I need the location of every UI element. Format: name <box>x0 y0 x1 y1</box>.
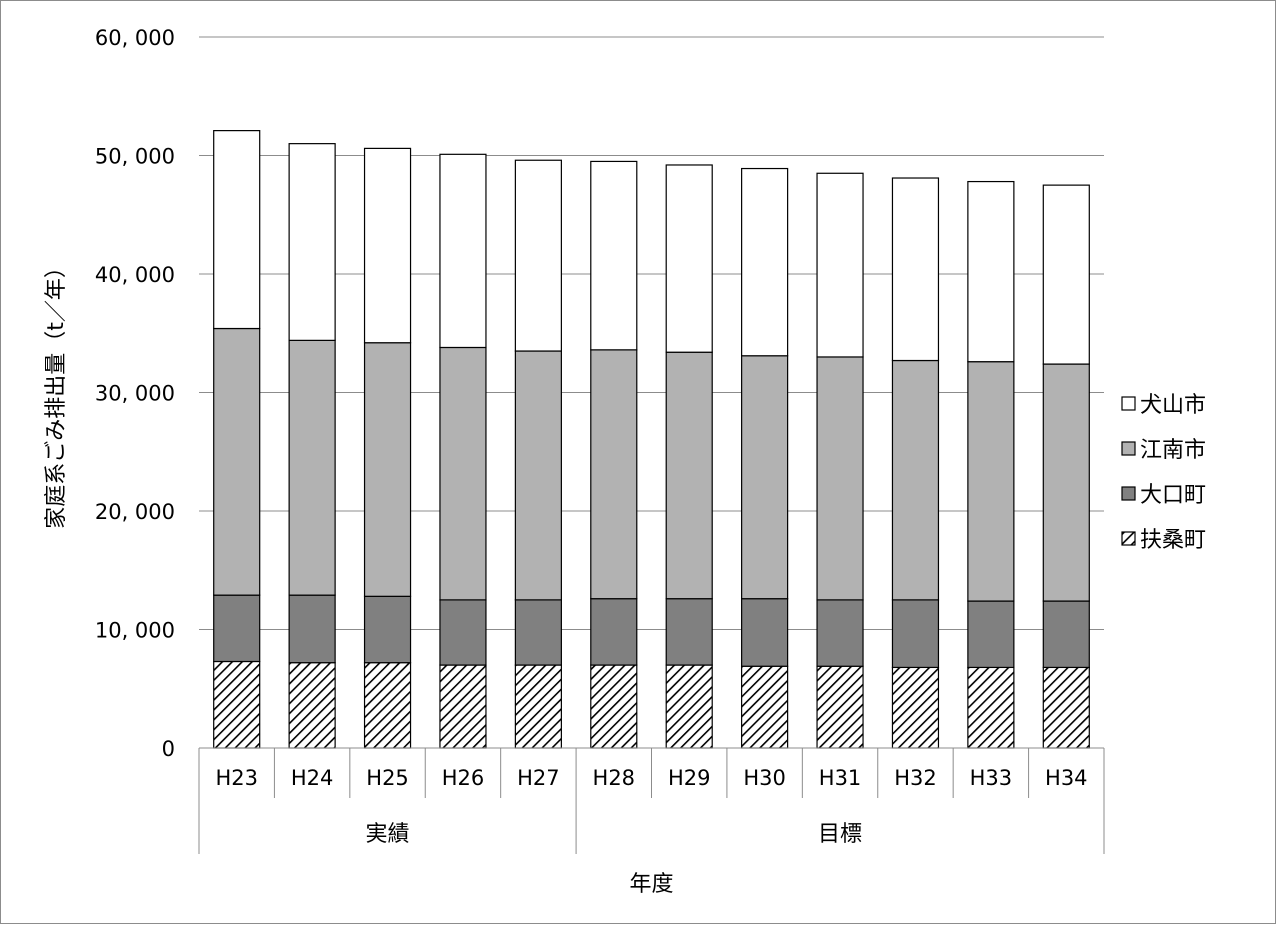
bar-segment-2 <box>439 599 487 666</box>
bar-segment-1 <box>439 664 487 749</box>
bar-segment-2 <box>741 598 789 667</box>
legend-label: 犬山市 <box>1140 393 1206 418</box>
bar-segment-1 <box>363 662 412 749</box>
legend-label: 扶桑町 <box>1140 528 1206 553</box>
legend-label: 江南市 <box>1140 438 1206 463</box>
x-tick-label: H29 <box>668 766 711 790</box>
x-tick-label: H33 <box>970 766 1013 790</box>
bar-segment-4 <box>741 167 789 357</box>
x-tick-label: H26 <box>442 766 485 790</box>
legend-label: 大口町 <box>1140 483 1206 508</box>
bar-segment-4 <box>288 143 336 341</box>
x-tick-label: H30 <box>743 766 786 790</box>
y-tick-label: 50, 000 <box>95 145 175 169</box>
x-tick-label: H28 <box>593 766 636 790</box>
bar-segment-2 <box>665 598 713 666</box>
y-tick-label: 0 <box>162 737 175 761</box>
bar-segment-3 <box>213 327 261 596</box>
bar-segment-1 <box>590 664 638 749</box>
bar-segment-1 <box>665 664 713 749</box>
y-axis: 0 10, 000 20, 000 30, 000 40, 000 50, 000 60, … <box>95 26 175 761</box>
bar-segment-1 <box>514 664 562 749</box>
bar-segment-4 <box>967 180 1015 363</box>
bar-segment-3 <box>439 346 487 601</box>
y-tick-label: 40, 000 <box>95 263 175 287</box>
x-tick-label: H32 <box>894 766 937 790</box>
legend-swatch <box>1121 531 1136 546</box>
bar-segment-2 <box>967 600 1015 669</box>
bar-segment-1 <box>213 660 261 749</box>
y-tick-label: 10, 000 <box>95 619 175 643</box>
group-label: 実績 <box>366 822 410 847</box>
x-tick-label: H24 <box>291 766 334 790</box>
bar-segment-4 <box>363 147 412 344</box>
bar-segment-4 <box>891 177 940 362</box>
bar-segment-1 <box>967 666 1015 749</box>
y-tick-label: 30, 000 <box>95 382 175 406</box>
legend-swatch <box>1121 441 1136 456</box>
bar-segment-2 <box>514 599 562 666</box>
bar-segment-2 <box>363 595 412 664</box>
legend-swatch <box>1121 396 1136 411</box>
x-tick-label: H27 <box>517 766 560 790</box>
x-axis-label: 年度 <box>629 872 673 897</box>
bar-segment-4 <box>439 153 487 349</box>
x-axis: H23 H24 H25 H26 H27 H28 H29 H30 H31 H32 H33 H34 実績 目標 <box>198 747 1105 854</box>
bar-segment-4 <box>590 160 638 351</box>
bar-segment-3 <box>891 359 940 601</box>
bar-segment-3 <box>967 361 1015 602</box>
x-tick-label: H25 <box>366 766 409 790</box>
group-label: 目標 <box>818 822 862 847</box>
bar-segment-1 <box>288 662 336 749</box>
y-axis-label: 家庭系ごみ排出量（t／年） <box>44 256 69 529</box>
bar-segment-3 <box>514 350 562 601</box>
bar-segment-1 <box>891 666 940 749</box>
y-tick-label: 60, 000 <box>95 26 175 50</box>
bar-segment-2 <box>288 594 336 664</box>
gridlines <box>199 36 1104 630</box>
bar-segment-1 <box>816 665 864 749</box>
bar-segment-3 <box>363 342 412 597</box>
bar-segment-3 <box>1042 363 1090 602</box>
bar-segment-3 <box>590 349 638 600</box>
bar-segment-4 <box>1042 184 1090 365</box>
x-tick-label: H23 <box>215 766 258 790</box>
bars <box>213 130 1090 749</box>
bar-segment-4 <box>816 172 864 358</box>
x-tick-label: H31 <box>819 766 862 790</box>
bar-segment-4 <box>213 130 261 330</box>
bar-segment-2 <box>816 599 864 667</box>
bar-segment-1 <box>1042 666 1090 749</box>
bar-segment-2 <box>1042 600 1090 669</box>
x-tick-label: H34 <box>1045 766 1088 790</box>
bar-segment-4 <box>514 159 562 352</box>
bar-segment-2 <box>590 598 638 666</box>
y-tick-label: 20, 000 <box>95 500 175 524</box>
bar-segment-3 <box>741 355 789 600</box>
bar-segment-1 <box>741 665 789 749</box>
bar-segment-3 <box>816 356 864 601</box>
bar-segment-3 <box>665 351 713 600</box>
bar-segment-2 <box>213 594 261 663</box>
bar-segment-3 <box>288 339 336 596</box>
bar-segment-4 <box>665 164 713 353</box>
legend-swatch <box>1121 486 1136 501</box>
bar-segment-2 <box>891 599 940 669</box>
